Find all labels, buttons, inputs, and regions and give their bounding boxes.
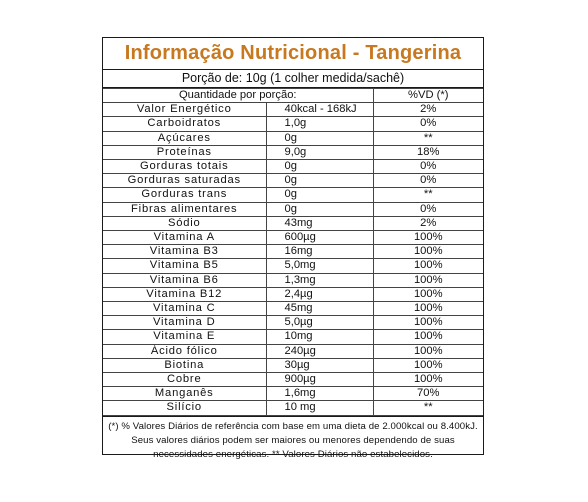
table-row: Gorduras trans 0g **: [103, 187, 483, 203]
nutrient-quantity: 45mg: [265, 301, 374, 317]
table-row: Vitamina B6 1,3mg 100%: [103, 272, 483, 288]
table-row: Sódio 43mg 2%: [103, 215, 483, 232]
nutrient-vd: 100%: [372, 329, 483, 345]
nutrient-vd: 2%: [372, 102, 483, 118]
nutrient-name: Vitamina B5: [103, 258, 267, 274]
nutrient-name: Fibras alimentares: [103, 201, 267, 217]
nutrient-name: Proteínas: [103, 144, 267, 161]
nutrient-name: Gorduras saturadas: [103, 173, 267, 189]
nutrient-quantity: 0g: [265, 173, 374, 189]
nutrient-vd: 0%: [372, 173, 483, 189]
nutrient-name: Gorduras trans: [103, 187, 267, 203]
table-row: Fibras alimentares 0g 0%: [103, 201, 483, 217]
nutrient-vd: 70%: [372, 386, 483, 402]
table-row: Vitamina A 600µg 100%: [103, 230, 483, 246]
nutrient-quantity: 600µg: [265, 230, 374, 246]
nutrient-quantity: 40kcal - 168kJ: [265, 102, 374, 118]
footnote-line-3: necessidades energéticas. ** Valores Diá…: [153, 448, 433, 460]
nutrition-table: Quantidade por porção: %VD (*) Valor Ene…: [103, 87, 483, 416]
nutrient-vd: 18%: [372, 144, 483, 161]
nutrient-quantity: 1,0g: [265, 116, 374, 132]
table-row: Vitamina B5 5,0mg 100%: [103, 258, 483, 274]
nutrient-vd: 0%: [372, 201, 483, 217]
table-row: Gorduras saturadas 0g 0%: [103, 173, 483, 189]
footnote-line-1: (*) % Valores Diários de referência com …: [108, 420, 478, 432]
nutrient-name: Sódio: [103, 215, 267, 232]
table-row: Vitamina B3 16mg 100%: [103, 244, 483, 260]
nutrition-facts-panel: Informação Nutricional - Tangerina Porçã…: [102, 37, 484, 460]
nutrient-quantity: 240µg: [265, 343, 374, 359]
nutrient-vd: 100%: [372, 230, 483, 246]
nutrient-vd: 100%: [372, 343, 483, 359]
portion-size: Porção de: 10g (1 colher medida/sachê): [103, 70, 483, 88]
nutrient-quantity: 0g: [265, 130, 374, 146]
nutrient-name: Vitamina B6: [103, 272, 267, 288]
nutrient-name: Ácido fólico: [103, 343, 267, 359]
table-row: Valor Energético 40kcal - 168kJ 2%: [103, 102, 483, 118]
table-row: Vitamina D 5,0µg 100%: [103, 315, 483, 331]
nutrient-name: Vitamina E: [103, 329, 267, 345]
nutrient-quantity: 9,0g: [265, 144, 374, 161]
vd-header: %VD (*): [372, 87, 483, 104]
nutrient-name: Valor Energético: [103, 102, 267, 118]
table-row: Carboidratos 1,0g 0%: [103, 116, 483, 132]
nutrient-vd: 0%: [372, 116, 483, 132]
nutrient-vd: 100%: [372, 286, 483, 303]
nutrient-name: Gorduras totais: [103, 159, 267, 175]
nutrient-name: Vitamina D: [103, 315, 267, 331]
table-row: Silício 10 mg **: [103, 400, 483, 416]
nutrient-quantity: 30µg: [265, 357, 374, 374]
nutrient-quantity: 1,6mg: [265, 386, 374, 402]
nutrient-vd: **: [372, 130, 483, 146]
nutrient-vd: 0%: [372, 159, 483, 175]
footnote: (*) % Valores Diários de referência com …: [103, 415, 483, 462]
nutrient-vd: 100%: [372, 272, 483, 288]
nutrient-quantity: 43mg: [265, 215, 374, 232]
table-row: Vitamina C 45mg 100%: [103, 301, 483, 317]
table-row: Manganês 1,6mg 70%: [103, 386, 483, 402]
nutrient-quantity: 1,3mg: [265, 272, 374, 288]
nutrient-quantity: 0g: [265, 159, 374, 175]
nutrient-quantity: 5,0mg: [265, 258, 374, 274]
table-header-row: Quantidade por porção: %VD (*): [103, 87, 483, 104]
footnote-line-2: Seus valores diários podem ser maiores o…: [131, 434, 455, 446]
table-row: Gorduras totais 0g 0%: [103, 159, 483, 175]
nutrient-quantity: 2,4µg: [265, 286, 374, 303]
nutrient-vd: 100%: [372, 357, 483, 374]
nutrient-quantity: 0g: [265, 201, 374, 217]
table-row: Ácido fólico 240µg 100%: [103, 343, 483, 359]
nutrient-vd: **: [372, 187, 483, 203]
nutrient-name: Silício: [103, 400, 267, 416]
table-row: Vitamina B12 2,4µg 100%: [103, 286, 483, 303]
table-row: Proteínas 9,0g 18%: [103, 144, 483, 161]
nutrient-vd: 100%: [372, 301, 483, 317]
nutrient-quantity: 0g: [265, 187, 374, 203]
nutrient-quantity: 10 mg: [265, 400, 374, 416]
nutrient-quantity: 10mg: [265, 329, 374, 345]
nutrient-vd: 100%: [372, 244, 483, 260]
nutrient-quantity: 900µg: [265, 372, 374, 388]
nutrient-name: Cobre: [103, 372, 267, 388]
nutrient-name: Manganês: [103, 386, 267, 402]
table-row: Vitamina E 10mg 100%: [103, 329, 483, 345]
nutrient-name: Açúcares: [103, 130, 267, 146]
nutrient-name: Carboidratos: [103, 116, 267, 132]
table-row: Açúcares 0g **: [103, 130, 483, 146]
nutrient-vd: **: [372, 400, 483, 416]
nutrient-name: Vitamina C: [103, 301, 267, 317]
nutrient-quantity: 5,0µg: [265, 315, 374, 331]
nutrient-name: Biotina: [103, 357, 267, 374]
nutrient-vd: 100%: [372, 315, 483, 331]
nutrient-quantity: 16mg: [265, 244, 374, 260]
nutrient-name: Vitamina A: [103, 230, 267, 246]
table-row: Cobre 900µg 100%: [103, 372, 483, 388]
table-row: Biotina 30µg 100%: [103, 357, 483, 374]
nutrient-vd: 100%: [372, 372, 483, 388]
nutrient-name: Vitamina B12: [103, 286, 267, 303]
nutrient-vd: 100%: [372, 258, 483, 274]
nutrient-vd: 2%: [372, 215, 483, 232]
quantity-header: Quantidade por porção:: [103, 87, 374, 104]
nutrient-name: Vitamina B3: [103, 244, 267, 260]
page-title: Informação Nutricional - Tangerina: [103, 38, 483, 70]
